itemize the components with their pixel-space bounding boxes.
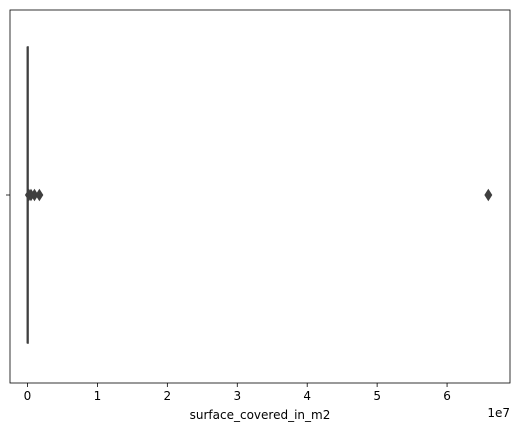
plot-area	[9, 9, 511, 384]
x-tick-label-1: 1	[94, 389, 102, 403]
x-tick-label-2: 2	[164, 389, 172, 403]
x-tick-label-3: 3	[233, 389, 241, 403]
x-tick-label-5: 5	[373, 389, 381, 403]
x-axis-scale-label: 1e7	[487, 406, 510, 420]
x-axis-ticks: 0 1 2 3 4 5 6	[24, 383, 451, 403]
outlier-layer	[24, 188, 493, 202]
outlier-point-4	[35, 188, 44, 202]
x-tick-label-6: 6	[443, 389, 451, 403]
outlier-point-5	[484, 188, 493, 202]
x-tick-label-4: 4	[303, 389, 311, 403]
x-tick-label-0: 0	[24, 389, 32, 403]
x-axis-label: surface_covered_in_m2	[190, 408, 331, 422]
